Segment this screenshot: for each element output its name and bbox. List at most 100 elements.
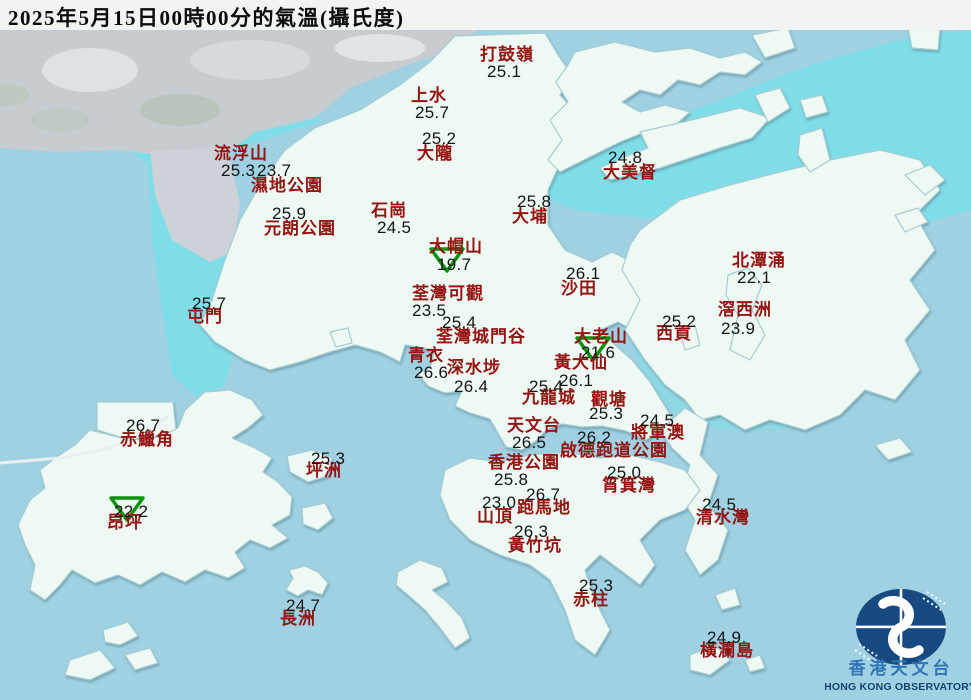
sharp-island xyxy=(679,324,701,351)
station-label: 觀塘 xyxy=(591,390,627,409)
station-value: 19.7 xyxy=(437,255,472,274)
station-value: 25.7 xyxy=(192,294,227,313)
station-label: 青衣 xyxy=(408,346,444,365)
station-value: 25.1 xyxy=(487,62,522,81)
station-label: 大老山 xyxy=(574,327,628,346)
station-value: 26.3 xyxy=(514,522,549,541)
station-label: 北潭涌 xyxy=(732,251,786,270)
new-territories-kowloon xyxy=(199,32,674,451)
station-value: 24.7 xyxy=(286,596,321,615)
station-label: 九龍城 xyxy=(522,388,576,407)
crooked-island xyxy=(751,27,796,59)
station-label: 流浮山 xyxy=(214,144,268,163)
station-label: 清水灣 xyxy=(696,508,750,527)
station-label: 黃大仙 xyxy=(554,353,608,372)
station-value: 24.5 xyxy=(640,411,675,430)
station-value: 22.2 xyxy=(114,502,149,521)
station-value: 26.7 xyxy=(126,416,161,435)
station-label: 滘西洲 xyxy=(718,300,772,319)
ma-wan-island xyxy=(329,327,353,348)
station-label: 元朗公園 xyxy=(264,219,336,238)
low-temp-marker-icon xyxy=(573,335,613,368)
hzmb-bridge xyxy=(0,414,169,465)
low-temp-marker-icon xyxy=(107,495,147,528)
station-label: 打鼓嶺 xyxy=(480,45,534,64)
station-label: 筲箕灣 xyxy=(602,476,656,495)
station-value: 23.0 xyxy=(482,493,517,512)
station-label: 長洲 xyxy=(280,609,316,628)
station-value: 21.6 xyxy=(581,343,616,362)
station-value: 26.7 xyxy=(526,485,561,504)
station-value: 25.2 xyxy=(422,129,457,148)
station-value: 23.9 xyxy=(721,319,756,338)
station-value: 25.3 xyxy=(589,404,624,423)
station-label: 大帽山 xyxy=(429,237,483,256)
station-value: 26.1 xyxy=(566,264,601,283)
station-value: 26.2 xyxy=(577,428,612,447)
station-label: 西貢 xyxy=(656,324,692,343)
tap-mun-island xyxy=(797,127,831,173)
kau-sai-chau-island xyxy=(725,267,766,361)
waglan-island-shape xyxy=(744,654,766,673)
hko-logo-en-text: HONG KONG OBSERVATORY xyxy=(825,681,971,693)
station-value: 26.5 xyxy=(512,433,547,452)
station-value: 24.8 xyxy=(608,148,643,167)
station-label: 上水 xyxy=(411,86,447,105)
tung-lung-island xyxy=(714,587,741,611)
title-bar: 2025年5月15日00時00分的氣溫(攝氏度) xyxy=(0,0,971,30)
hong-kong-island xyxy=(439,451,701,656)
lamma-island xyxy=(395,559,471,649)
plover-cove-east-arm xyxy=(599,107,771,181)
station-label: 屯門 xyxy=(187,307,223,326)
station-value: 25.9 xyxy=(272,204,307,223)
cheung-chau-island xyxy=(285,565,329,597)
kat-o-chain-1 xyxy=(754,87,791,123)
station-value: 25.0 xyxy=(607,463,642,482)
station-label: 跑馬地 xyxy=(517,498,571,517)
station-label: 將軍澳 xyxy=(631,423,685,442)
station-value: 25.8 xyxy=(494,470,529,489)
station-value: 25.3 xyxy=(221,161,256,180)
sai-kung-peninsula xyxy=(621,149,941,431)
low-temp-marker-icon xyxy=(427,246,467,279)
kat-o-chain-2 xyxy=(799,94,829,119)
peng-chau-island xyxy=(286,449,333,483)
station-label: 大美督 xyxy=(603,163,657,182)
station-label: 赤柱 xyxy=(573,590,609,609)
station-label: 荃灣可觀 xyxy=(412,284,484,303)
po-toi-island xyxy=(689,644,731,676)
satellite-area-shenzhen xyxy=(0,28,480,262)
hko-logo: 香港天文台 HONG KONG OBSERVATORY xyxy=(825,589,971,693)
station-value: 25.8 xyxy=(517,192,552,211)
lantau-island xyxy=(17,389,293,601)
soko-islands-2 xyxy=(124,647,159,671)
hko-logo-zh-text: 香港天文台 xyxy=(849,658,954,678)
station-label: 坪洲 xyxy=(306,461,342,480)
station-label: 石崗 xyxy=(371,201,407,220)
land-masses xyxy=(17,27,946,681)
station-label: 赤鱲角 xyxy=(120,430,174,449)
station-value: 22.1 xyxy=(737,268,772,287)
station-label: 黃竹坑 xyxy=(508,536,562,555)
hko-logo-halftone xyxy=(854,591,946,663)
hko-logo-s-icon xyxy=(878,596,924,658)
ninepin-islands xyxy=(874,437,913,461)
station-label: 啟德跑道公園 xyxy=(560,441,668,460)
station-label: 橫瀾島 xyxy=(700,641,754,660)
station-value: 25.2 xyxy=(662,312,697,331)
station-value: 25.7 xyxy=(415,103,450,122)
station-value: 24.9 xyxy=(707,628,742,647)
station-label: 沙田 xyxy=(561,279,597,298)
station-value: 25.3 xyxy=(311,449,346,468)
station-label: 濕地公園 xyxy=(251,176,323,195)
station-value: 26.6 xyxy=(414,363,449,382)
mirs-bay-island xyxy=(907,27,941,51)
station-value: 25.4 xyxy=(442,313,477,332)
station-label: 荃灣城門谷 xyxy=(436,327,526,346)
station-value: 26.4 xyxy=(454,377,489,396)
hei-ling-chau-island xyxy=(301,502,334,531)
soko-islands xyxy=(102,621,139,646)
station-label: 天文台 xyxy=(507,416,561,435)
